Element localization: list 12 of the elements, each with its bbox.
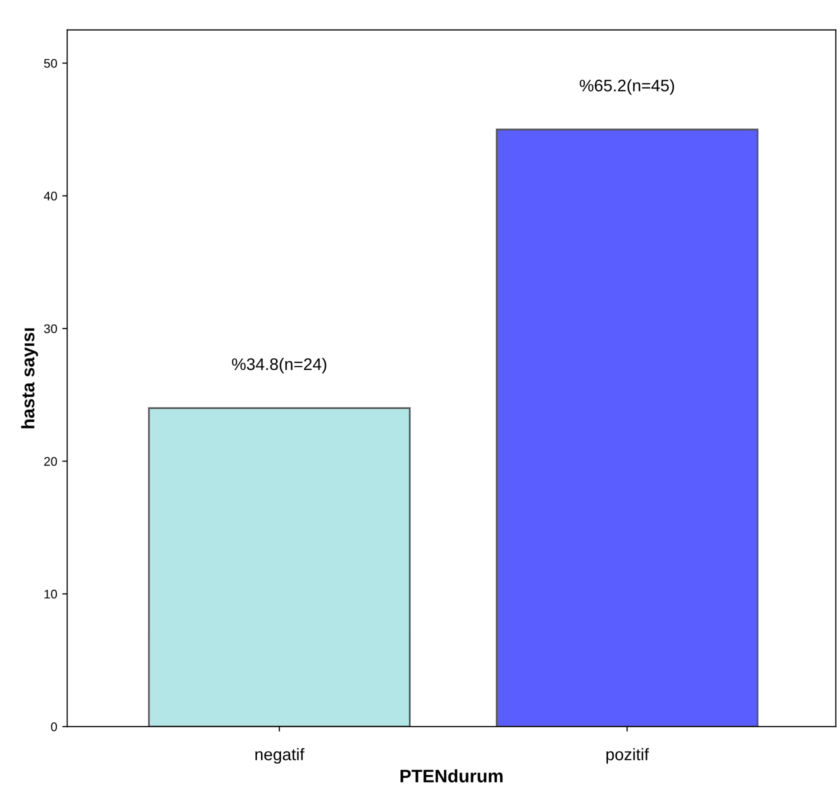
- y-axis-title: hasta sayısı: [21, 328, 38, 428]
- data-label: %34.8(n=24): [232, 358, 326, 374]
- y-tick-label: 0: [51, 722, 57, 732]
- data-label: %65.2(n=45): [580, 79, 674, 95]
- x-axis-title: PTENdurum: [400, 769, 503, 782]
- y-tick-label: 50: [44, 58, 57, 68]
- x-tick-label: pozitif: [606, 748, 649, 764]
- y-tick-label: 20: [44, 457, 57, 466]
- y-tick-label: 40: [44, 192, 57, 200]
- y-tick-label: 10: [44, 590, 57, 599]
- y-tick-label: 30: [44, 324, 57, 334]
- x-tick-label: negatif: [255, 748, 304, 764]
